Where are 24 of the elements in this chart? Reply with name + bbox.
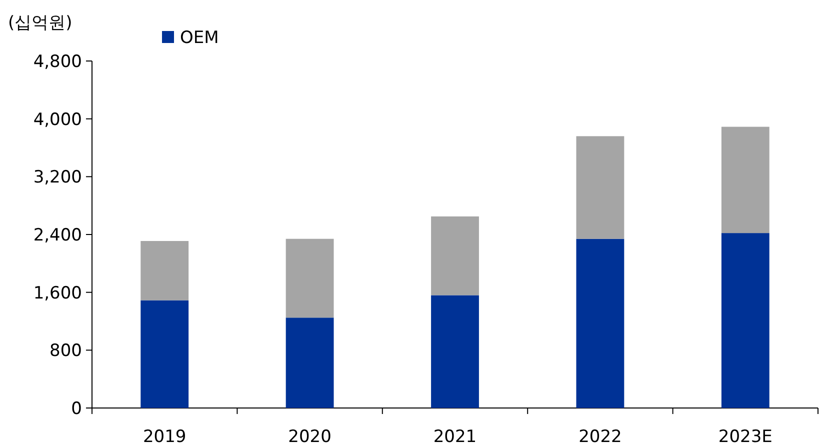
bar	[140, 241, 189, 300]
bar	[286, 318, 334, 408]
bar	[721, 233, 770, 408]
bar	[576, 238, 624, 408]
y-tick-label: 4,000	[33, 110, 82, 130]
y-axis-title: (십억원)	[8, 13, 72, 33]
y-tick-label: 4,800	[33, 52, 82, 72]
bar	[576, 136, 624, 239]
bar	[286, 238, 334, 318]
y-tick-label: 2,400	[33, 226, 82, 246]
x-tick-label: 2020	[288, 427, 332, 447]
x-tick-label: 2021	[433, 427, 477, 447]
x-tick-label: 2019	[142, 427, 186, 447]
y-tick-label: 1,600	[33, 283, 82, 304]
y-tick-label: 3,200	[33, 168, 82, 188]
x-tick-label: 2022	[578, 427, 622, 447]
bar	[431, 295, 479, 408]
bar	[721, 126, 770, 234]
legend-label: OEM	[180, 28, 219, 48]
bar	[431, 216, 479, 296]
x-tick-label: 2023E	[718, 427, 772, 447]
bar	[140, 300, 189, 408]
y-tick-label: 0	[71, 399, 82, 419]
y-tick-label: 800	[50, 341, 82, 362]
